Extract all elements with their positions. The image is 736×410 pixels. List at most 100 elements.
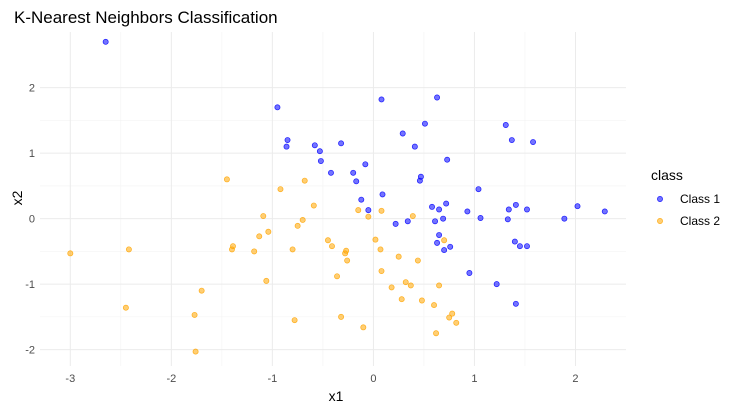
data-point-class-2 xyxy=(294,222,301,229)
data-point-class-2 xyxy=(263,277,270,284)
data-point-class-1 xyxy=(530,139,536,145)
data-point-class-1 xyxy=(328,169,334,176)
data-point-class-2 xyxy=(260,213,267,219)
data-point-class-1 xyxy=(444,156,451,163)
data-point-class-2 xyxy=(251,248,258,255)
data-point-class-1 xyxy=(502,122,509,128)
x-tick-label: -2 xyxy=(166,373,176,385)
data-point-class-2 xyxy=(360,324,367,331)
data-point-class-1 xyxy=(421,120,428,127)
data-point-class-1 xyxy=(311,142,318,149)
data-point-class-2 xyxy=(418,297,425,304)
data-point-class-1 xyxy=(417,173,424,180)
data-point-class-2 xyxy=(310,202,317,209)
x-axis-ticks: -3 -2 -1 0 1 2 xyxy=(65,373,578,385)
data-point-class-1 xyxy=(440,215,447,222)
data-point-class-1 xyxy=(464,208,471,215)
data-point-class-1 xyxy=(283,143,290,150)
y-axis-title: x2 xyxy=(9,190,25,205)
x-tick-label: 2 xyxy=(572,373,578,385)
data-point-class-1 xyxy=(404,218,411,225)
data-point-class-1 xyxy=(493,281,500,288)
data-point-class-2 xyxy=(407,282,414,289)
data-point-class-2 xyxy=(365,213,372,220)
y-tick-label: 2 xyxy=(29,83,35,95)
legend-items: Class 1 Class 2 xyxy=(657,192,720,228)
x-tick-label: 1 xyxy=(471,373,477,385)
data-point-class-2 xyxy=(355,207,362,214)
data-point-class-2 xyxy=(192,348,199,355)
data-point-class-1 xyxy=(477,215,484,221)
data-point-class-2 xyxy=(122,304,129,311)
data-point-class-1 xyxy=(338,140,345,147)
legend-key-class-2 xyxy=(657,218,663,224)
data-point-class-2 xyxy=(409,213,416,219)
data-point-class-1 xyxy=(365,207,372,214)
x-tick-label: -3 xyxy=(65,373,75,385)
data-point-class-2 xyxy=(372,236,379,243)
y-axis-ticks: -2 -1 0 1 2 xyxy=(25,83,35,357)
data-point-class-1 xyxy=(508,137,515,144)
data-points xyxy=(67,38,608,355)
data-point-class-2 xyxy=(329,243,335,250)
data-point-class-1 xyxy=(284,137,291,144)
data-point-class-2 xyxy=(230,243,236,250)
data-point-class-2 xyxy=(388,284,395,291)
data-point-class-2 xyxy=(431,302,437,309)
chart-title: K-Nearest Neighbors Classification xyxy=(14,8,278,27)
data-point-class-1 xyxy=(524,206,530,213)
data-point-class-2 xyxy=(344,257,351,264)
data-point-class-1 xyxy=(516,243,523,250)
data-point-class-2 xyxy=(289,246,296,253)
data-point-class-2 xyxy=(378,268,385,274)
data-point-class-1 xyxy=(524,243,530,250)
data-point-class-2 xyxy=(395,253,402,260)
data-point-class-1 xyxy=(432,218,438,225)
data-point-class-2 xyxy=(67,250,74,257)
data-point-class-1 xyxy=(574,203,581,210)
legend-label-class-2: Class 2 xyxy=(680,214,720,228)
data-point-class-2 xyxy=(402,279,409,286)
data-point-class-2 xyxy=(338,313,345,320)
data-point-class-2 xyxy=(198,287,205,294)
data-point-class-1 xyxy=(504,216,511,223)
data-point-class-2 xyxy=(256,233,263,240)
x-axis-title: x1 xyxy=(329,388,344,404)
data-point-class-1 xyxy=(434,94,441,101)
legend-key-class-1 xyxy=(657,196,663,202)
data-point-class-1 xyxy=(443,200,450,207)
data-point-class-1 xyxy=(362,161,369,168)
y-tick-label: 1 xyxy=(29,148,35,160)
data-point-class-1 xyxy=(399,130,406,137)
grid xyxy=(40,32,626,366)
y-tick-label: 0 xyxy=(29,214,35,226)
data-point-class-1 xyxy=(378,96,385,103)
data-point-class-2 xyxy=(343,247,350,254)
data-point-class-1 xyxy=(353,178,360,185)
data-point-class-2 xyxy=(125,246,132,253)
data-point-class-1 xyxy=(350,169,357,176)
data-point-class-1 xyxy=(102,38,109,45)
data-point-class-1 xyxy=(601,208,608,215)
data-point-class-1 xyxy=(379,191,386,198)
data-point-class-2 xyxy=(334,273,340,280)
data-point-class-1 xyxy=(434,239,441,246)
data-point-class-1 xyxy=(512,300,519,307)
data-point-class-2 xyxy=(301,177,308,184)
data-point-class-1 xyxy=(436,232,443,238)
legend-title: class xyxy=(651,167,683,183)
data-point-class-1 xyxy=(411,143,418,150)
data-point-class-1 xyxy=(505,206,512,213)
data-point-class-2 xyxy=(446,314,453,321)
data-point-class-1 xyxy=(475,186,482,193)
data-point-class-2 xyxy=(377,246,384,253)
data-point-class-2 xyxy=(191,311,198,318)
data-point-class-2 xyxy=(398,296,405,303)
data-point-class-1 xyxy=(441,247,448,254)
data-point-class-1 xyxy=(447,243,454,250)
data-point-class-1 xyxy=(466,270,473,276)
data-point-class-2 xyxy=(433,330,440,337)
data-point-class-2 xyxy=(436,282,443,289)
